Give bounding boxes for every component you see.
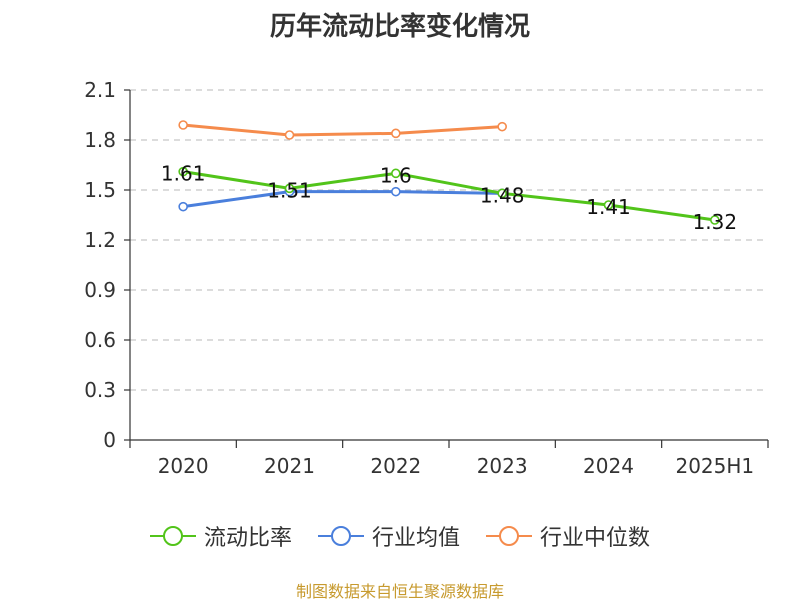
data-point xyxy=(178,166,188,177)
data-label: 1.48 xyxy=(480,183,525,207)
series-line-2 xyxy=(183,123,503,137)
y-tick-label: 1.2 xyxy=(84,228,116,252)
y-tick-label: 0.9 xyxy=(84,278,116,302)
source-note: 制图数据来自恒生聚源数据库 xyxy=(295,582,504,601)
data-point xyxy=(391,128,401,139)
y-tick-label: 0.3 xyxy=(84,378,116,402)
legend-label: 流动比率 xyxy=(203,526,292,551)
chart-title: 历年流动比率变化情况 xyxy=(269,12,530,42)
legend-marker-current-ratio xyxy=(149,526,196,546)
x-tick-label: 2021 xyxy=(264,454,315,478)
grid-lines xyxy=(130,89,768,391)
data-point xyxy=(284,130,295,140)
data-label: 1.6 xyxy=(380,163,412,187)
data-point xyxy=(284,183,295,194)
legend: 流动比率 行业均值 行业中位数 xyxy=(0,520,800,552)
data-point xyxy=(178,120,188,130)
data-point xyxy=(497,188,507,199)
x-tick-label: 2023 xyxy=(477,454,528,478)
y-tick-label: 0.6 xyxy=(84,328,116,352)
legend-marker-industry-mean xyxy=(317,526,364,546)
data-point xyxy=(497,121,507,132)
data-label: 1.32 xyxy=(693,210,738,234)
data-label: 1.41 xyxy=(586,195,631,219)
legend-item-industry-median[interactable]: 行业中位数 xyxy=(486,520,650,552)
y-tick-label: 0 xyxy=(103,428,116,452)
y-tick-label: 2.1 xyxy=(84,78,116,102)
series-line-0 xyxy=(182,170,716,222)
data-point xyxy=(603,200,614,210)
data-labels: 1.61 1.51 1.6 1.48 1.41 1.32 xyxy=(161,162,737,234)
legend-label: 行业中位数 xyxy=(540,526,651,551)
x-tick-label: 2024 xyxy=(583,454,634,478)
x-tick-label: 2022 xyxy=(370,454,421,478)
data-point xyxy=(391,186,401,197)
y-tick-label: 1.8 xyxy=(84,128,116,152)
series-lines xyxy=(178,120,720,225)
axes: 0 0.3 0.6 0.9 1.2 1.5 1.8 2.1 2020 2021 2022 2023 20… xyxy=(84,78,769,478)
y-tick-label: 1.5 xyxy=(84,178,116,202)
legend-marker-industry-median xyxy=(486,526,532,546)
data-point xyxy=(710,215,720,225)
legend-item-current-ratio[interactable]: 流动比率 xyxy=(149,520,292,552)
data-point xyxy=(178,201,188,212)
x-tick-label: 2025H1 xyxy=(675,454,754,478)
data-label: 1.51 xyxy=(267,178,312,202)
data-label: 1.61 xyxy=(161,162,206,186)
legend-label: 行业均值 xyxy=(371,526,460,551)
x-tick-label: 2020 xyxy=(158,454,209,478)
legend-item-industry-mean[interactable]: 行业均值 xyxy=(317,520,460,552)
series-line-1 xyxy=(182,190,503,209)
data-point xyxy=(391,168,401,179)
